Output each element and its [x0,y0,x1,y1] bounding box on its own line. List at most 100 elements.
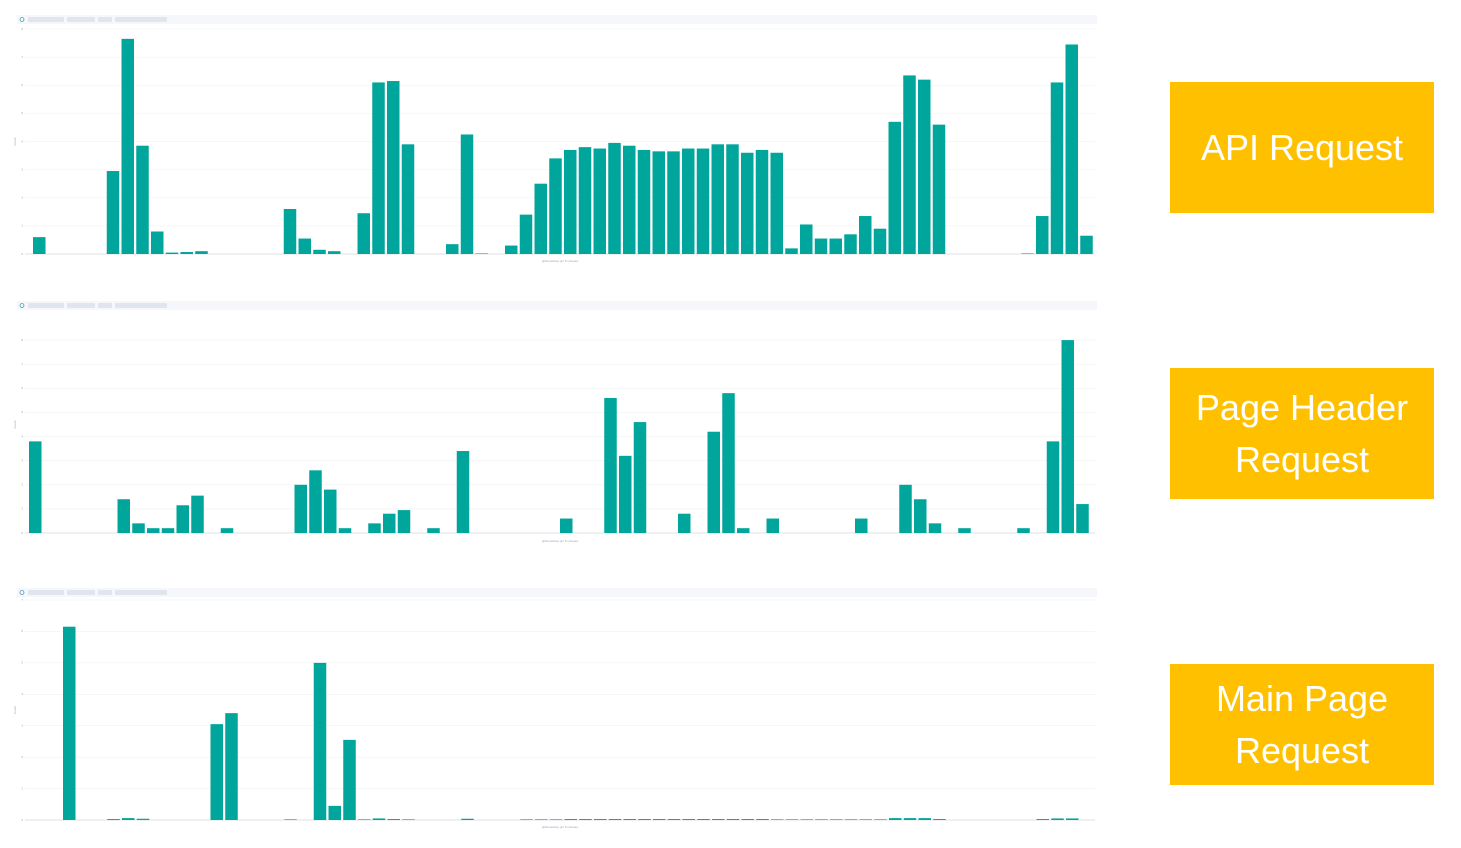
bar [165,252,179,254]
bar [667,819,681,820]
y-tick-label: 5 [21,410,23,414]
y-axis-label: Count [13,137,17,145]
y-tick-label: 1 [21,507,23,511]
filter-pill[interactable] [28,17,64,22]
bar [682,148,695,254]
filter-pill[interactable] [115,303,167,308]
y-tick-label: 6 [21,386,23,390]
bar [63,626,76,820]
y-tick-label: 3 [21,458,23,462]
bar [180,252,193,254]
y-tick-label: 8 [21,27,23,31]
bar [653,819,666,820]
y-axis-label: Count [13,706,17,714]
bar [191,495,204,533]
bar [918,79,931,254]
bar [889,818,902,820]
bar [284,819,297,820]
y-tick-label: 8 [21,338,23,342]
filter-pill[interactable] [98,303,112,308]
bar [535,819,548,820]
bar [397,510,411,533]
bar [328,251,341,254]
bar [623,145,636,254]
bar [637,149,651,254]
filter-pill[interactable] [67,17,95,22]
bar [766,518,779,533]
filter-icon [19,17,25,22]
bar [313,662,327,820]
bar [873,228,887,254]
bar [121,38,134,254]
bar [534,183,547,254]
filter-pill[interactable] [98,17,112,22]
filter-bar [17,15,1097,24]
bar [460,134,474,254]
bar [844,234,857,254]
bar [456,451,470,533]
bar [726,144,739,254]
bar [914,499,927,533]
bar [737,528,750,533]
filter-bar [17,588,1097,597]
y-tick-label: 6 [21,83,23,87]
x-axis-label: @timestamp per 5 minutes [542,539,578,543]
bar [225,713,238,820]
bar [771,819,784,820]
bar [338,528,352,533]
bar [147,528,160,533]
bar [741,819,754,820]
bar [294,484,307,533]
bar [855,518,868,533]
bar [593,148,606,254]
y-axis-label: Count [13,420,17,428]
y-tick-label: 7 [21,362,23,366]
y-tick-label: 3 [21,724,23,728]
bar [520,819,533,820]
bar [1065,44,1078,254]
bar [830,819,843,820]
bar [756,819,769,820]
bar [899,484,912,533]
bar [210,724,223,820]
filter-pill[interactable] [28,590,64,595]
bar [176,505,189,533]
bar [608,819,622,820]
bar [358,819,371,820]
bar [519,214,533,254]
bar [107,819,120,820]
filter-pill[interactable] [67,303,95,308]
bar [785,819,799,820]
filter-pill[interactable] [98,590,112,595]
bar [800,819,813,820]
bar [604,397,617,533]
bar [220,528,234,533]
bar [608,142,621,254]
bar [298,238,311,254]
bar [770,152,783,254]
bar [859,819,872,820]
filter-pill[interactable] [115,17,167,22]
bar [387,81,400,254]
filter-pill[interactable] [115,590,167,595]
bar [1036,819,1049,820]
bar [696,148,710,254]
bar [711,144,724,254]
bar [1017,528,1030,533]
y-tick-label: 3 [21,167,23,171]
bar [697,819,710,820]
y-tick-label: 2 [21,755,23,759]
bar [33,237,46,254]
bar [903,818,917,820]
bar [633,422,647,533]
x-axis-label: @timestamp per 5 minutes [542,825,578,829]
filter-pill[interactable] [28,303,64,308]
bar [638,819,651,820]
bar [844,819,858,820]
y-tick-label: 5 [21,111,23,115]
bar [372,82,385,254]
filter-pill[interactable] [67,590,95,595]
bar [888,121,901,254]
bar [117,499,130,533]
bar [579,819,592,820]
